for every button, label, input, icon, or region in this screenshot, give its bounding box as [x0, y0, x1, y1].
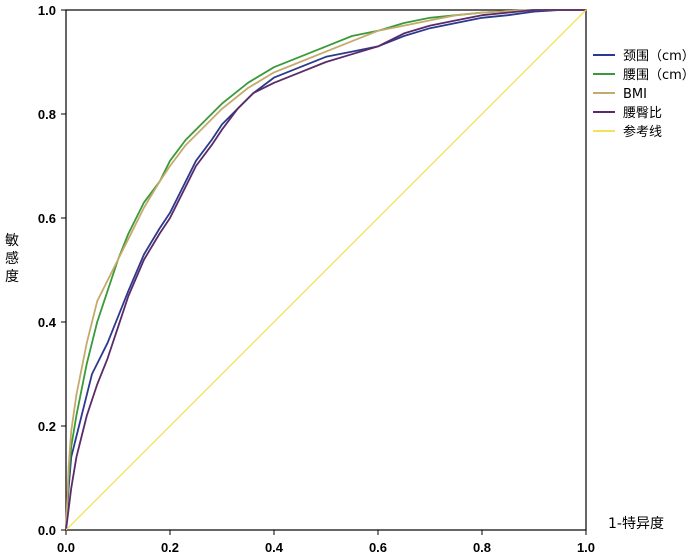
series-line-2 — [65, 9, 586, 531]
series-line-1 — [65, 9, 586, 531]
y-tick-label: 0.8 — [38, 107, 56, 122]
legend-label-3: 腰臀比 — [623, 106, 662, 121]
y-axis-title-char: 度 — [5, 269, 19, 285]
y-tick-label: 0.4 — [38, 315, 57, 330]
y-axis-title-char: 敏 — [5, 233, 19, 249]
x-tick-label: 0.6 — [369, 540, 387, 555]
series-line-3 — [65, 9, 586, 531]
legend-label-4: 参考线 — [623, 124, 662, 140]
y-tick-label: 0.2 — [38, 419, 56, 434]
y-tick-label: 0.6 — [38, 211, 56, 226]
y-axis-ticks: 0.0 0.2 0.4 0.6 0.8 1.0 — [38, 3, 66, 538]
x-tick-label: 0.0 — [57, 540, 75, 555]
legend-label-2: BMI — [623, 87, 647, 102]
y-tick-label: 1.0 — [38, 3, 56, 18]
plot-border — [65, 9, 587, 531]
legend-label-0: 颈围（cm） — [623, 49, 695, 64]
series-line-4 — [65, 9, 587, 531]
y-axis-title-char: 感 — [5, 250, 19, 267]
x-axis-title: 1-特异度 — [608, 516, 664, 532]
y-tick-label: 0.0 — [38, 523, 56, 538]
series-line-0 — [65, 9, 586, 531]
series-layer — [65, 9, 587, 531]
x-tick-label: 1.0 — [577, 540, 595, 555]
x-tick-label: 0.2 — [161, 540, 179, 555]
x-tick-label: 0.4 — [265, 540, 284, 555]
x-tick-label: 0.8 — [473, 540, 491, 555]
legend-label-1: 腰围（cm） — [623, 68, 695, 83]
x-axis-ticks: 0.0 0.2 0.4 0.6 0.8 1.0 — [57, 530, 595, 555]
y-axis-title: 敏感度 — [5, 233, 19, 285]
plot-frame — [65, 9, 587, 531]
